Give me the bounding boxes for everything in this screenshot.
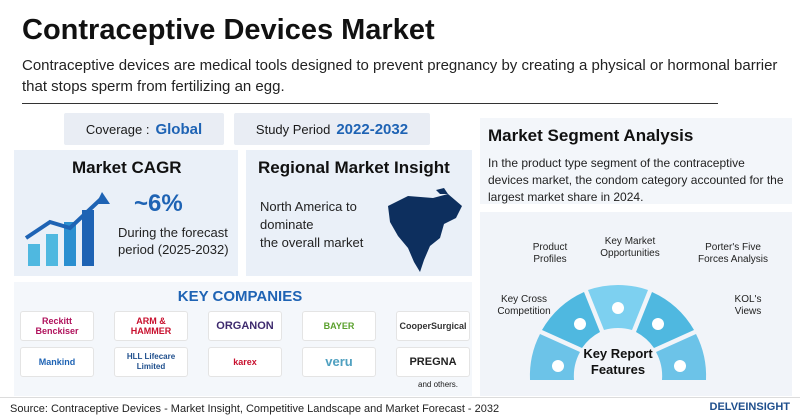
porters-icon: [652, 318, 664, 330]
coverage-value: Global: [155, 120, 203, 138]
kol-icon: [674, 360, 686, 372]
logo-veru: veru: [302, 347, 376, 377]
coverage-chip: Coverage : Global: [64, 113, 224, 145]
cagr-panel: Market CAGR ~6% During the forecast peri…: [14, 150, 238, 276]
segment-text: In the product type segment of the contr…: [488, 156, 784, 204]
logo-arm-hammer: ARM & HAMMER: [114, 311, 188, 341]
north-america-map-icon: [388, 188, 462, 272]
feature-opportunities: Key Market Opportunities: [600, 236, 660, 259]
study-period-label: Study Period: [255, 121, 331, 137]
product-profiles-icon: [574, 318, 586, 330]
cross-competition-icon: [552, 360, 564, 372]
delveinsight-logo: DELVEINSIGHT: [709, 401, 790, 413]
divider: [22, 103, 718, 104]
segment-title: Market Segment Analysis: [488, 126, 694, 145]
regional-line3: the overall market: [260, 235, 364, 250]
regional-text: North America to dominate the overall ma…: [260, 198, 363, 252]
features-arc: Key Report Features: [529, 284, 707, 380]
logo-mankind: Mankind: [20, 347, 94, 377]
cagr-description: During the forecast period (2025-2032): [118, 224, 229, 258]
regional-line1: North America to: [260, 199, 357, 214]
study-period-value: 2022-2032: [336, 120, 409, 138]
regional-panel: Regional Market Insight North America to…: [246, 150, 472, 276]
companies-title: KEY COMPANIES: [177, 288, 303, 305]
logo-reckitt: Reckitt Benckiser: [20, 311, 94, 341]
feature-cross-competition: Key Cross Competition: [497, 294, 551, 317]
cagr-desc-line1: During the forecast: [118, 225, 228, 240]
others-note: and others.: [418, 380, 459, 389]
features-center-line1: Key Report: [583, 346, 653, 361]
cagr-value: ~6%: [134, 190, 183, 217]
feature-product-profiles: Product Profiles: [532, 242, 568, 265]
logo-bayer: BAYER: [302, 311, 376, 341]
cagr-title: Market CAGR: [72, 158, 182, 177]
growth-chart-icon: [24, 192, 110, 266]
study-period-chip: Study Period 2022-2032: [234, 113, 430, 145]
logo-karex: karex: [208, 347, 282, 377]
logo-organon: ORGANON: [208, 311, 282, 341]
segment-panel: Market Segment Analysis In the product t…: [480, 118, 792, 204]
logo-pregna: PREGNA: [396, 347, 470, 377]
regional-line2: dominate: [260, 217, 314, 232]
page-title: Contraceptive Devices Market: [22, 14, 435, 46]
cagr-desc-line2: period (2025-2032): [118, 242, 229, 257]
page-subtitle: Contraceptive devices are medical tools …: [22, 57, 778, 95]
regional-title: Regional Market Insight: [258, 158, 450, 177]
features-center-line2: Features: [591, 362, 645, 377]
feature-porters: Porter's Five Forces Analysis: [697, 242, 769, 265]
opportunities-icon: [612, 302, 624, 314]
logo-coopersurgical: CooperSurgical: [396, 311, 470, 341]
coverage-label: Coverage :: [85, 121, 150, 137]
footer-source: Source: Contraceptive Devices - Market I…: [0, 397, 800, 420]
logo-hll: HLL Lifecare Limited: [114, 347, 188, 377]
feature-kol: KOL's Views: [734, 294, 762, 317]
